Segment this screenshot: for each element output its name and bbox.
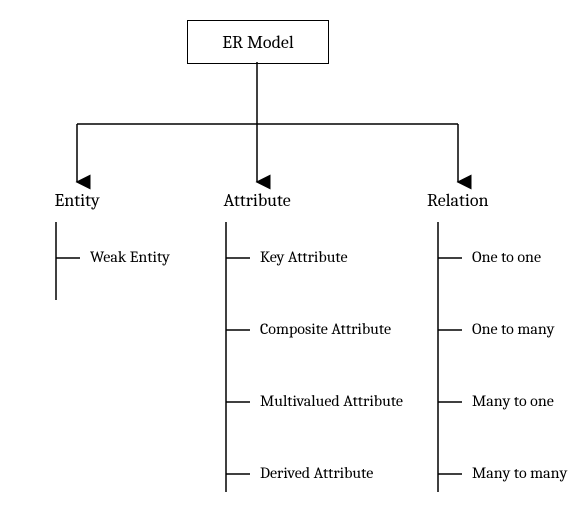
item-relation-1: One to many bbox=[472, 320, 555, 338]
branch-heading-entity: Entity bbox=[55, 190, 100, 211]
item-attribute-2: Multivalued Attribute bbox=[260, 392, 403, 410]
branch-heading-attribute: Attribute bbox=[224, 190, 291, 211]
item-attribute-0: Key Attribute bbox=[260, 248, 348, 266]
branch-heading-relation: Relation bbox=[427, 190, 489, 211]
item-attribute-3: Derived Attribute bbox=[260, 464, 373, 482]
item-entity-0: Weak Entity bbox=[90, 248, 170, 266]
item-relation-2: Many to one bbox=[472, 392, 554, 410]
item-attribute-1: Composite Attribute bbox=[260, 320, 391, 338]
item-relation-0: One to one bbox=[472, 248, 541, 266]
item-relation-3: Many to many bbox=[472, 464, 567, 482]
